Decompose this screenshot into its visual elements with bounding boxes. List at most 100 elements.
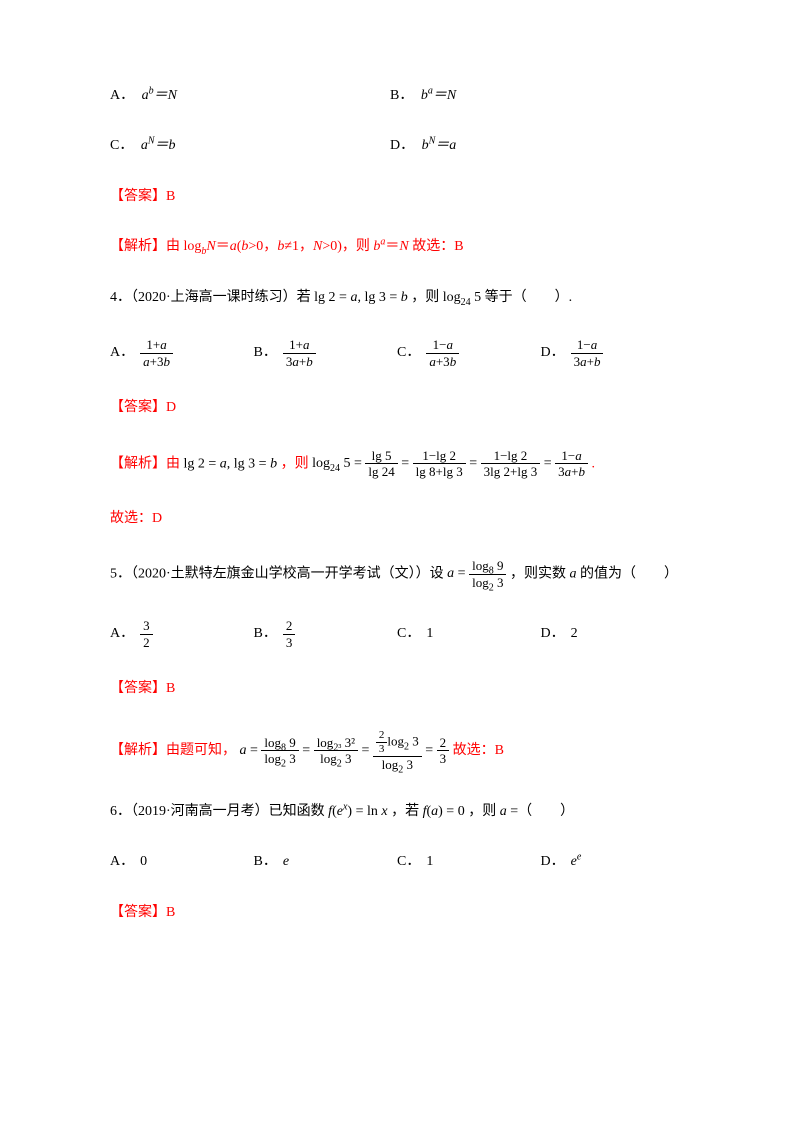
q3-optD-label: D．	[390, 138, 414, 153]
q6-option-d: D． ee	[541, 851, 685, 873]
q5-analysis-label: 【解析】	[110, 743, 166, 758]
q6-optD-label: D．	[541, 851, 565, 873]
q4-optC-label: C．	[397, 342, 420, 364]
q5-optA-num: 3	[140, 618, 153, 635]
q4-analysis-mid: ，则	[281, 456, 309, 471]
q5-optB-frac: 2 3	[283, 618, 296, 650]
q4-optC-num: 1−a	[426, 337, 459, 354]
q4-optC-den: a+3b	[426, 354, 459, 370]
q5-optA-frac: 3 2	[140, 618, 153, 650]
q4-stem-post: 等于（ ）.	[485, 290, 573, 305]
q6-option-c: C． 1	[397, 851, 541, 873]
q6-optD-value: ee	[571, 851, 582, 873]
q3-option-a: A． ab＝N	[110, 85, 390, 107]
q5-optD-value: 2	[571, 623, 578, 645]
q5-source: （2020·土默特左旗金山学校高一开学考试（文））	[131, 566, 430, 581]
q3-optB-text: ba＝N	[421, 88, 456, 103]
q5-option-a: A． 3 2	[110, 618, 254, 650]
q4-number: 4．	[110, 290, 131, 305]
q6-stem-fa: f(a) = 0	[423, 804, 465, 819]
q5-stem-pre: 设	[430, 566, 444, 581]
q6-optC-value: 1	[426, 851, 433, 873]
q4-optA-num: 1+a	[140, 337, 173, 354]
q3-optA-label: A．	[110, 88, 134, 103]
q3-answer-value: B	[166, 189, 175, 204]
q5-analysis-chain: a = log8 9log2 3 = log2³ 3²log2 3 = 23lo…	[240, 743, 453, 758]
q4-optA-label: A．	[110, 342, 134, 364]
q4-analysis-label: 【解析】	[110, 456, 166, 471]
q5-answer: 【答案】B	[110, 678, 684, 700]
q4-optD-den: 3a+b	[571, 354, 604, 370]
q4-answer-label: 【答案】	[110, 400, 166, 415]
q3-optC-label: C．	[110, 138, 133, 153]
q6-number: 6．	[110, 804, 131, 819]
q3-options-row-2: C． aN＝b D． bN＝a	[110, 135, 684, 157]
q5-answer-value: B	[166, 681, 175, 696]
q4-stem: 4．（2020·上海高一课时练习）若 lg 2 = a, lg 3 = b ，则…	[110, 287, 684, 309]
q4-optC-frac: 1−a a+3b	[426, 337, 459, 369]
q6-option-b: B． e	[254, 851, 398, 873]
q6-optA-value: 0	[140, 851, 147, 873]
q6-stem-mid: ，若	[391, 804, 419, 819]
q5-optB-num: 2	[283, 618, 296, 635]
q4-optD-label: D．	[541, 342, 565, 364]
q3-answer: 【答案】B	[110, 186, 684, 208]
q4-stem-pre: 若	[297, 290, 311, 305]
q5-analysis: 【解析】由题可知， a = log8 9log2 3 = log2³ 3²log…	[110, 729, 684, 773]
q5-options: A． 3 2 B． 2 3 C． 1 D． 2	[110, 618, 684, 650]
q5-option-c: C． 1	[397, 623, 541, 645]
q5-answer-label: 【答案】	[110, 681, 166, 696]
q3-optB-label: B．	[390, 88, 413, 103]
q4-stem-math: lg 2 = a, lg 3 = b	[314, 290, 408, 305]
q3-analysis-label: 【解析】	[110, 239, 166, 254]
q4-conclusion: 故选：D	[110, 508, 684, 530]
q4-option-c: C． 1−a a+3b	[397, 337, 541, 369]
q6-stem: 6．（2019·河南高一月考）已知函数 f(ex) = ln x ，若 f(a)…	[110, 801, 684, 823]
q6-option-a: A． 0	[110, 851, 254, 873]
q5-optA-label: A．	[110, 623, 134, 645]
q4-analysis-math1: lg 2 = a, lg 3 = b	[184, 456, 278, 471]
q4-option-d: D． 1−a 3a+b	[541, 337, 685, 369]
q4-stem-mid: ，则	[411, 290, 439, 305]
q4-optA-den: a+3b	[140, 354, 173, 370]
q6-optC-label: C．	[397, 851, 420, 873]
q5-optC-label: C．	[397, 623, 420, 645]
q3-analysis: 【解析】由 logbN＝a(b>0，b≠1，N>0)，则 ba＝N 故选：B	[110, 236, 684, 258]
q3-analysis-text: 由	[166, 239, 180, 254]
q4-answer-value: D	[166, 400, 176, 415]
q3-optC-text: aN＝b	[141, 138, 176, 153]
q3-analysis-math: logbN＝a(b>0，b≠1，N>0)，则 ba＝N 故选：B	[184, 239, 464, 254]
q5-optB-label: B．	[254, 623, 277, 645]
q3-option-d: D． bN＝a	[390, 135, 684, 157]
q3-option-c: C． aN＝b	[110, 135, 390, 157]
q4-optD-num: 1−a	[571, 337, 604, 354]
q3-options-row-1: A． ab＝N B． ba＝N	[110, 85, 684, 107]
q6-optA-label: A．	[110, 851, 134, 873]
q4-source: （2020·上海高一课时练习）	[131, 290, 297, 305]
q4-optB-den: 3a+b	[283, 354, 316, 370]
q5-analysis-conclusion: 故选：B	[453, 743, 504, 758]
q5-analysis-pre: 由题可知，	[166, 743, 236, 758]
q6-stem-pre: 已知函数	[269, 804, 325, 819]
q3-optA-text: ab＝N	[142, 88, 177, 103]
q4-optD-frac: 1−a 3a+b	[571, 337, 604, 369]
q4-analysis-pre: 由	[166, 456, 180, 471]
q5-optD-label: D．	[541, 623, 565, 645]
q4-optB-num: 1+a	[283, 337, 316, 354]
q5-number: 5．	[110, 566, 131, 581]
q5-stem-math: a = log8 9log2 3	[447, 566, 510, 581]
q5-option-d: D． 2	[541, 623, 685, 645]
q6-optB-value: e	[283, 851, 289, 873]
q4-options: A． 1+a a+3b B． 1+a 3a+b C． 1−a a+3b D． 1…	[110, 337, 684, 369]
q5-stem: 5．（2020·土默特左旗金山学校高一开学考试（文））设 a = log8 9l…	[110, 558, 684, 590]
q4-option-a: A． 1+a a+3b	[110, 337, 254, 369]
q5-option-b: B． 2 3	[254, 618, 398, 650]
q4-optA-frac: 1+a a+3b	[140, 337, 173, 369]
q4-analysis-chain: log24 5 = lg 5lg 24 = 1−lg 2lg 8+lg 3 = …	[312, 456, 591, 471]
q6-stem-f: f(ex) = ln x	[328, 804, 387, 819]
q6-stem-post: ，则 a =（ ）	[468, 804, 574, 819]
q4-analysis: 【解析】由 lg 2 = a, lg 3 = b ，则 log24 5 = lg…	[110, 448, 684, 480]
q4-option-b: B． 1+a 3a+b	[254, 337, 398, 369]
q6-answer: 【答案】B	[110, 902, 684, 924]
q5-optB-den: 3	[283, 635, 296, 651]
